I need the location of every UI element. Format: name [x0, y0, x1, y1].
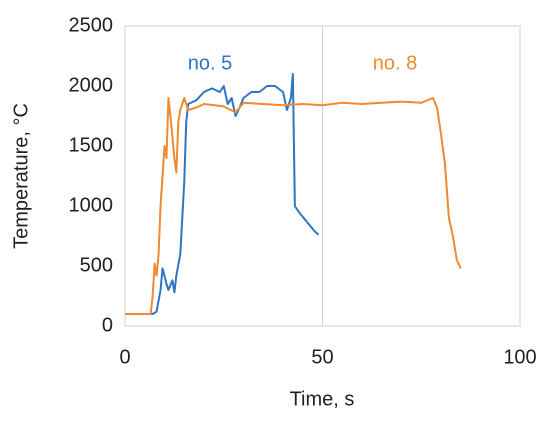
x-tick-label: 50	[311, 346, 333, 368]
x-axis-label: Time, s	[290, 388, 355, 410]
y-tick-label: 0	[102, 314, 113, 336]
y-tick-label: 1500	[69, 134, 114, 156]
y-tick-label: 2000	[69, 74, 114, 96]
y-tick-label: 500	[80, 254, 113, 276]
x-tick-label: 0	[119, 346, 130, 368]
y-tick-label: 2500	[69, 14, 114, 36]
y-axis-label: Temperature, °C	[10, 103, 32, 249]
series-line	[125, 73, 320, 315]
x-tick-label: 100	[503, 346, 536, 368]
y-tick-label: 1000	[69, 194, 114, 216]
series-line	[125, 97, 462, 315]
series-label: no. 5	[188, 52, 232, 74]
series-label: no. 8	[373, 52, 417, 74]
